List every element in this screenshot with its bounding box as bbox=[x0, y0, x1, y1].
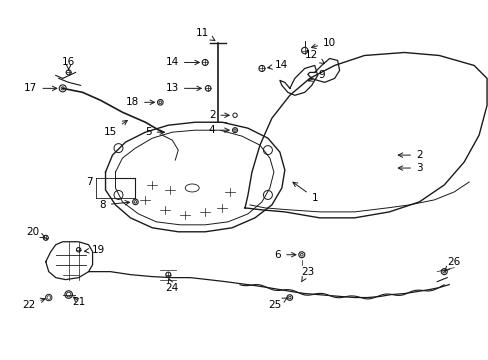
Text: 20: 20 bbox=[26, 227, 45, 238]
Text: 2: 2 bbox=[208, 110, 229, 120]
Text: 26: 26 bbox=[444, 257, 460, 271]
Text: 7: 7 bbox=[86, 177, 92, 187]
Text: 16: 16 bbox=[62, 58, 75, 70]
Text: 14: 14 bbox=[165, 58, 199, 67]
Text: 10: 10 bbox=[311, 37, 336, 49]
Text: 15: 15 bbox=[103, 121, 127, 137]
Text: 18: 18 bbox=[125, 97, 154, 107]
Text: 17: 17 bbox=[24, 84, 57, 93]
Text: 6: 6 bbox=[274, 250, 295, 260]
Text: 8: 8 bbox=[99, 200, 129, 210]
Text: 14: 14 bbox=[267, 60, 288, 71]
Text: 23: 23 bbox=[301, 267, 314, 282]
Text: 24: 24 bbox=[165, 279, 179, 293]
Text: 22: 22 bbox=[22, 298, 45, 310]
Text: 3: 3 bbox=[397, 163, 422, 173]
Text: 5: 5 bbox=[145, 127, 164, 137]
Text: 2: 2 bbox=[397, 150, 422, 160]
Text: 25: 25 bbox=[268, 298, 286, 310]
Text: 9: 9 bbox=[308, 71, 325, 81]
Text: 21: 21 bbox=[72, 297, 85, 306]
Text: 11: 11 bbox=[195, 28, 214, 40]
Text: 13: 13 bbox=[165, 84, 201, 93]
Text: 4: 4 bbox=[208, 125, 229, 135]
Text: 19: 19 bbox=[84, 245, 105, 255]
Text: 12: 12 bbox=[305, 50, 324, 63]
Text: 1: 1 bbox=[292, 182, 317, 203]
